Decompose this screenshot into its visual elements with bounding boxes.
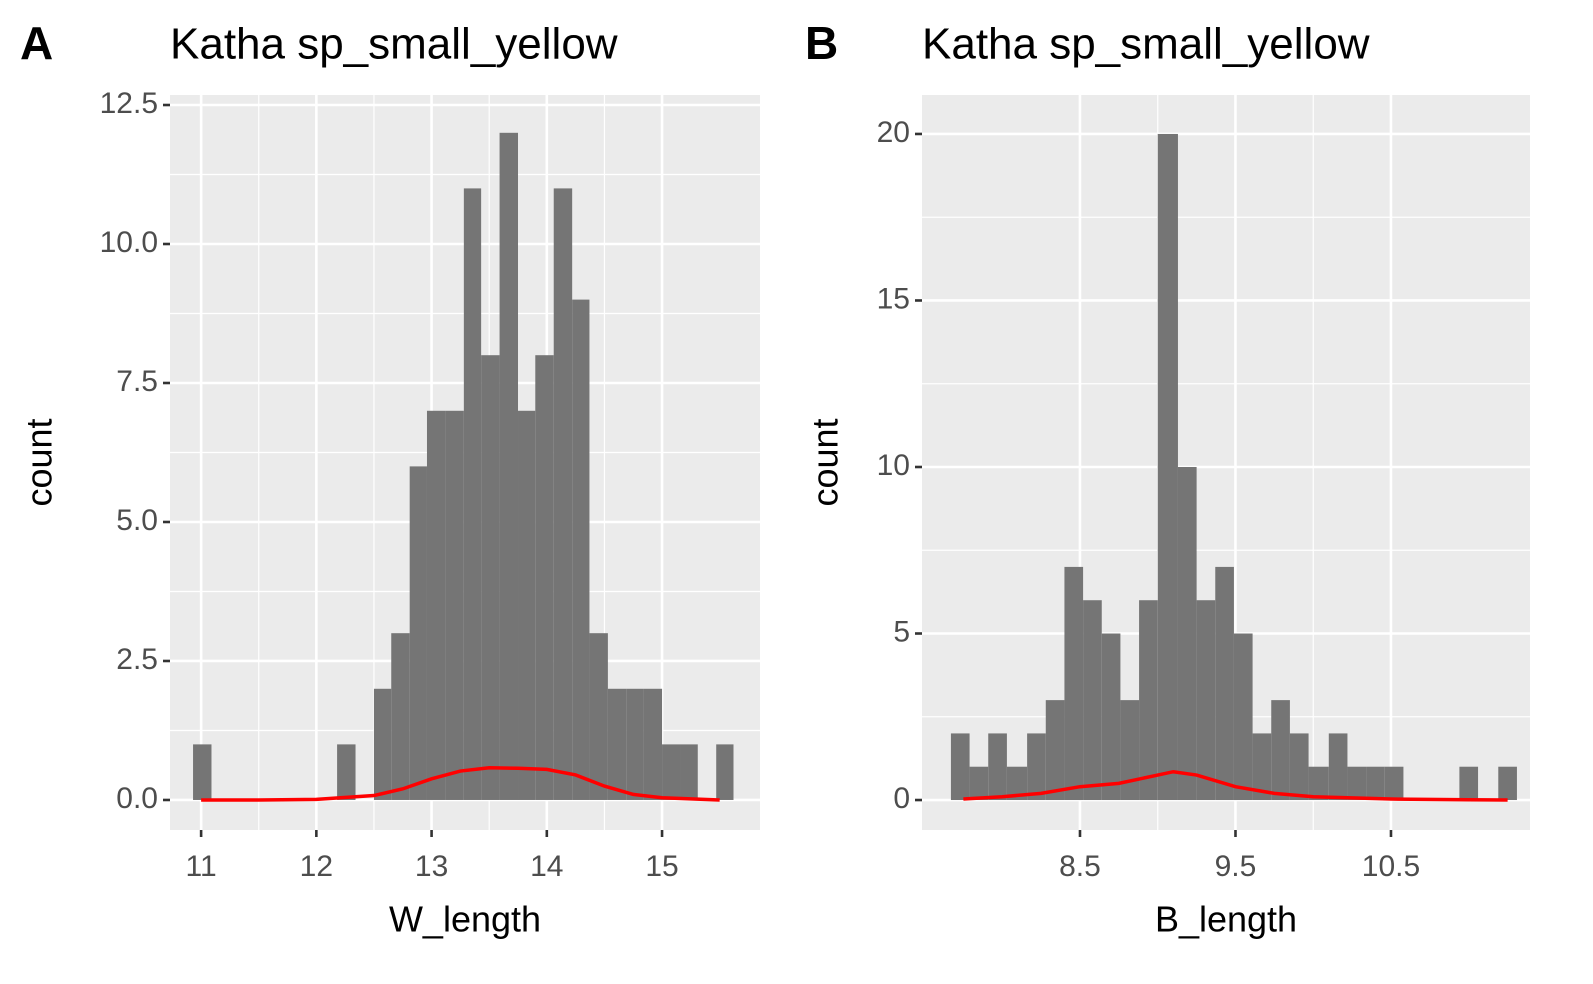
chart-title: Katha sp_small_yellow bbox=[170, 20, 618, 69]
y-tick-label: 0 bbox=[893, 782, 910, 815]
bar bbox=[481, 355, 500, 800]
bar bbox=[626, 688, 644, 800]
bar bbox=[1045, 700, 1065, 801]
x-tick-label: 14 bbox=[530, 850, 563, 883]
bar bbox=[518, 410, 536, 800]
y-axis-label: count bbox=[805, 418, 846, 506]
x-tick-label: 11 bbox=[186, 850, 217, 883]
y-tick-label: 5 bbox=[893, 615, 910, 648]
bar bbox=[607, 688, 627, 800]
bar bbox=[988, 733, 1007, 801]
x-tick-label: 12 bbox=[300, 850, 333, 883]
bar bbox=[1252, 733, 1272, 801]
bar bbox=[662, 744, 681, 800]
bar bbox=[1271, 700, 1290, 801]
y-tick-label: 7.5 bbox=[116, 365, 158, 398]
bar bbox=[1083, 600, 1102, 801]
panel-label: B bbox=[805, 17, 838, 69]
bar bbox=[1006, 766, 1028, 801]
panel-label: A bbox=[20, 17, 53, 69]
bar bbox=[1328, 733, 1348, 801]
bar bbox=[1308, 766, 1329, 801]
bar bbox=[969, 766, 989, 801]
density-line bbox=[201, 765, 720, 802]
bar bbox=[1498, 766, 1517, 801]
bar bbox=[716, 744, 734, 800]
y-tick-label: 12.5 bbox=[100, 87, 158, 120]
bar bbox=[1064, 566, 1084, 801]
y-tick-label: 10.0 bbox=[100, 226, 158, 259]
y-tick-label: 0.0 bbox=[116, 782, 158, 815]
bar bbox=[373, 688, 392, 800]
bar bbox=[1101, 633, 1121, 801]
bar bbox=[535, 355, 554, 800]
bar bbox=[1215, 566, 1234, 801]
bar bbox=[1384, 766, 1404, 801]
bar bbox=[391, 633, 410, 800]
bar bbox=[1366, 766, 1385, 801]
y-tick-label: 15 bbox=[877, 282, 910, 315]
bar bbox=[1027, 733, 1046, 801]
bar bbox=[589, 633, 608, 800]
bar bbox=[1120, 700, 1140, 801]
bar bbox=[680, 744, 698, 800]
bar bbox=[426, 410, 446, 800]
y-tick-label: 5.0 bbox=[116, 504, 158, 537]
bar bbox=[1139, 600, 1158, 801]
bar bbox=[1177, 466, 1197, 801]
chart-title: Katha sp_small_yellow bbox=[922, 20, 1370, 69]
density-line bbox=[963, 769, 1508, 802]
bar bbox=[463, 188, 482, 800]
bar bbox=[950, 733, 970, 801]
y-tick-label: 2.5 bbox=[116, 643, 158, 676]
x-tick-label: 13 bbox=[415, 850, 448, 883]
bar bbox=[193, 744, 212, 800]
bar bbox=[1459, 766, 1479, 801]
x-tick-label: 15 bbox=[645, 850, 678, 883]
bar bbox=[445, 410, 464, 800]
bar bbox=[643, 688, 663, 800]
x-axis-label: B_length bbox=[1155, 899, 1297, 940]
bar bbox=[1157, 133, 1178, 801]
y-tick-label: 10 bbox=[877, 449, 910, 482]
bar bbox=[499, 132, 519, 800]
x-tick-label: 10.5 bbox=[1362, 850, 1420, 883]
y-axis-label: count bbox=[19, 418, 60, 506]
bar bbox=[1289, 733, 1309, 801]
x-axis-label: W_length bbox=[389, 899, 541, 940]
bar bbox=[337, 744, 356, 800]
bar bbox=[553, 188, 573, 800]
bar bbox=[572, 299, 590, 800]
bar bbox=[1196, 600, 1216, 801]
x-tick-label: 9.5 bbox=[1215, 850, 1257, 883]
bar bbox=[1233, 633, 1253, 801]
x-tick-label: 8.5 bbox=[1059, 850, 1101, 883]
bar bbox=[1347, 766, 1367, 801]
bar bbox=[409, 466, 427, 800]
y-tick-label: 20 bbox=[877, 116, 910, 149]
